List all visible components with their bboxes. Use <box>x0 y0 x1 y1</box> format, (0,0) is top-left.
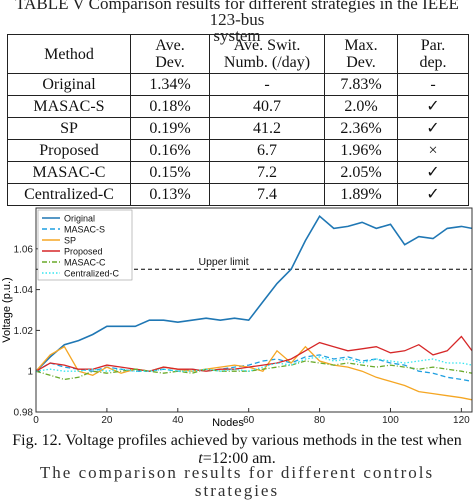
cell-ave-dev: 0.16% <box>130 139 210 162</box>
cell-method: MASAC-S <box>7 95 131 118</box>
x-tick-label: 60 <box>243 415 255 426</box>
cell-swit-numb: 6.7 <box>209 139 325 162</box>
x-tick-label: 0 <box>33 415 39 426</box>
legend: OriginalMASAC-SSPProposedMASAC-CCentrali… <box>37 209 133 281</box>
cell-max-dev: 1.96% <box>324 139 398 162</box>
voltage-chart-svg: 0 20 40 60 80 100 120 0.98 1 1.02 1.04 1.06 Upper li… <box>1 207 473 429</box>
series-line-proposed <box>35 335 473 372</box>
figure-caption-time: =12:00 am. <box>202 450 276 467</box>
y-tick-label: 1.04 <box>14 285 34 296</box>
figure-caption-line1: Fig. 12. Voltage profiles achieved by va… <box>12 432 462 449</box>
legend-label-centralized-c: Centralized-C <box>64 269 120 279</box>
y-axis-label: Voltage (p.u.) <box>1 277 13 342</box>
cell-par-dep: ✓ <box>397 161 469 184</box>
cell-ave-dev: 0.15% <box>130 161 210 184</box>
cell-swit-numb: 41.2 <box>209 117 325 140</box>
cell-max-dev: 2.0% <box>324 95 398 118</box>
cell-method: SP <box>7 117 131 140</box>
legend-label-proposed: Proposed <box>64 247 103 257</box>
cell-max-dev: 7.83% <box>324 73 398 96</box>
table-row: Proposed 0.16% 6.7 1.96% × <box>7 139 469 162</box>
table-row: MASAC-C 0.15% 7.2 2.05% ✓ <box>7 161 469 184</box>
cell-swit-numb: 7.4 <box>209 183 325 206</box>
x-tick-label: 20 <box>101 415 113 426</box>
cell-par-dep: × <box>397 139 469 162</box>
x-tick-label: 120 <box>453 415 470 426</box>
table-row: Centralized-C 0.13% 7.4 1.89% ✓ <box>7 183 469 206</box>
legend-label-sp: SP <box>64 236 76 246</box>
header-par-dep: Par. dep. <box>397 34 469 74</box>
x-axis-label: Nodes <box>212 417 244 429</box>
y-tick-label: 1.06 <box>14 244 34 255</box>
cell-par-dep: ✓ <box>397 183 469 206</box>
header-max-dev: Max. Dev. <box>324 34 398 74</box>
cell-ave-dev: 0.18% <box>130 95 210 118</box>
cell-method: Centralized-C <box>7 183 131 206</box>
cell-max-dev: 2.05% <box>324 161 398 184</box>
cell-method: Original <box>7 73 131 96</box>
y-tick-label: 1.02 <box>14 326 34 337</box>
table-row: MASAC-S 0.18% 40.7 2.0% ✓ <box>7 95 469 118</box>
cell-ave-dev: 0.19% <box>130 117 210 140</box>
y-tick-label: 1 <box>27 367 33 378</box>
table-row: SP 0.19% 41.2 2.36% ✓ <box>7 117 469 140</box>
header-ave-dev: Ave. Dev. <box>130 34 210 74</box>
table-caption-line1: TABLE V Comparison results for different… <box>15 0 459 29</box>
upper-limit-label: Upper limit <box>198 256 248 268</box>
cell-par-dep: ✓ <box>397 95 469 118</box>
plot-frame <box>35 207 473 413</box>
cell-ave-dev: 0.13% <box>130 183 210 206</box>
cell-par-dep: ✓ <box>397 117 469 140</box>
cut-off-text: The comparison results for different con… <box>0 464 474 500</box>
figure-caption-t: t <box>198 450 203 467</box>
results-table: Method Ave. Dev. Ave. Swit. Numb. (/day) M… <box>7 34 469 206</box>
cell-method: MASAC-C <box>7 161 131 184</box>
figure-caption-line2: t=12:00 am. <box>0 450 474 468</box>
cell-max-dev: 2.36% <box>324 117 398 140</box>
series-line-original <box>35 214 473 372</box>
cell-swit-numb: 7.2 <box>209 161 325 184</box>
x-tick-label: 80 <box>314 415 326 426</box>
series-line-sp <box>35 345 473 401</box>
cell-swit-numb: - <box>209 73 325 96</box>
header-ave-swit-numb: Ave. Swit. Numb. (/day) <box>209 34 325 74</box>
legend-box <box>37 209 133 281</box>
series-line-masac-c <box>35 360 473 381</box>
table-row: Original 1.34% - 7.83% - <box>7 73 469 96</box>
x-tick-label: 100 <box>382 415 399 426</box>
cell-ave-dev: 1.34% <box>130 73 210 96</box>
legend-label-masac-c: MASAC-C <box>64 258 106 268</box>
series-line-centralized-c <box>35 356 473 372</box>
cell-swit-numb: 40.7 <box>209 95 325 118</box>
table-header-row: Method Ave. Dev. Ave. Swit. Numb. (/day) M… <box>7 34 469 74</box>
cell-par-dep: - <box>397 73 469 96</box>
cut-off-text-content: The comparison results for different con… <box>39 463 435 500</box>
x-tick-label: 40 <box>172 415 184 426</box>
y-tick-label: 0.98 <box>14 408 34 419</box>
cell-max-dev: 1.89% <box>324 183 398 206</box>
legend-label-masac-s: MASAC-S <box>64 225 105 235</box>
figure-caption: Fig. 12. Voltage profiles achieved by va… <box>0 432 474 468</box>
cell-method: Proposed <box>7 139 131 162</box>
header-method: Method <box>7 34 131 74</box>
voltage-chart: 0 20 40 60 80 100 120 0.98 1 1.02 1.04 1.06 Upper li… <box>0 200 474 438</box>
legend-label-original: Original <box>64 214 95 224</box>
